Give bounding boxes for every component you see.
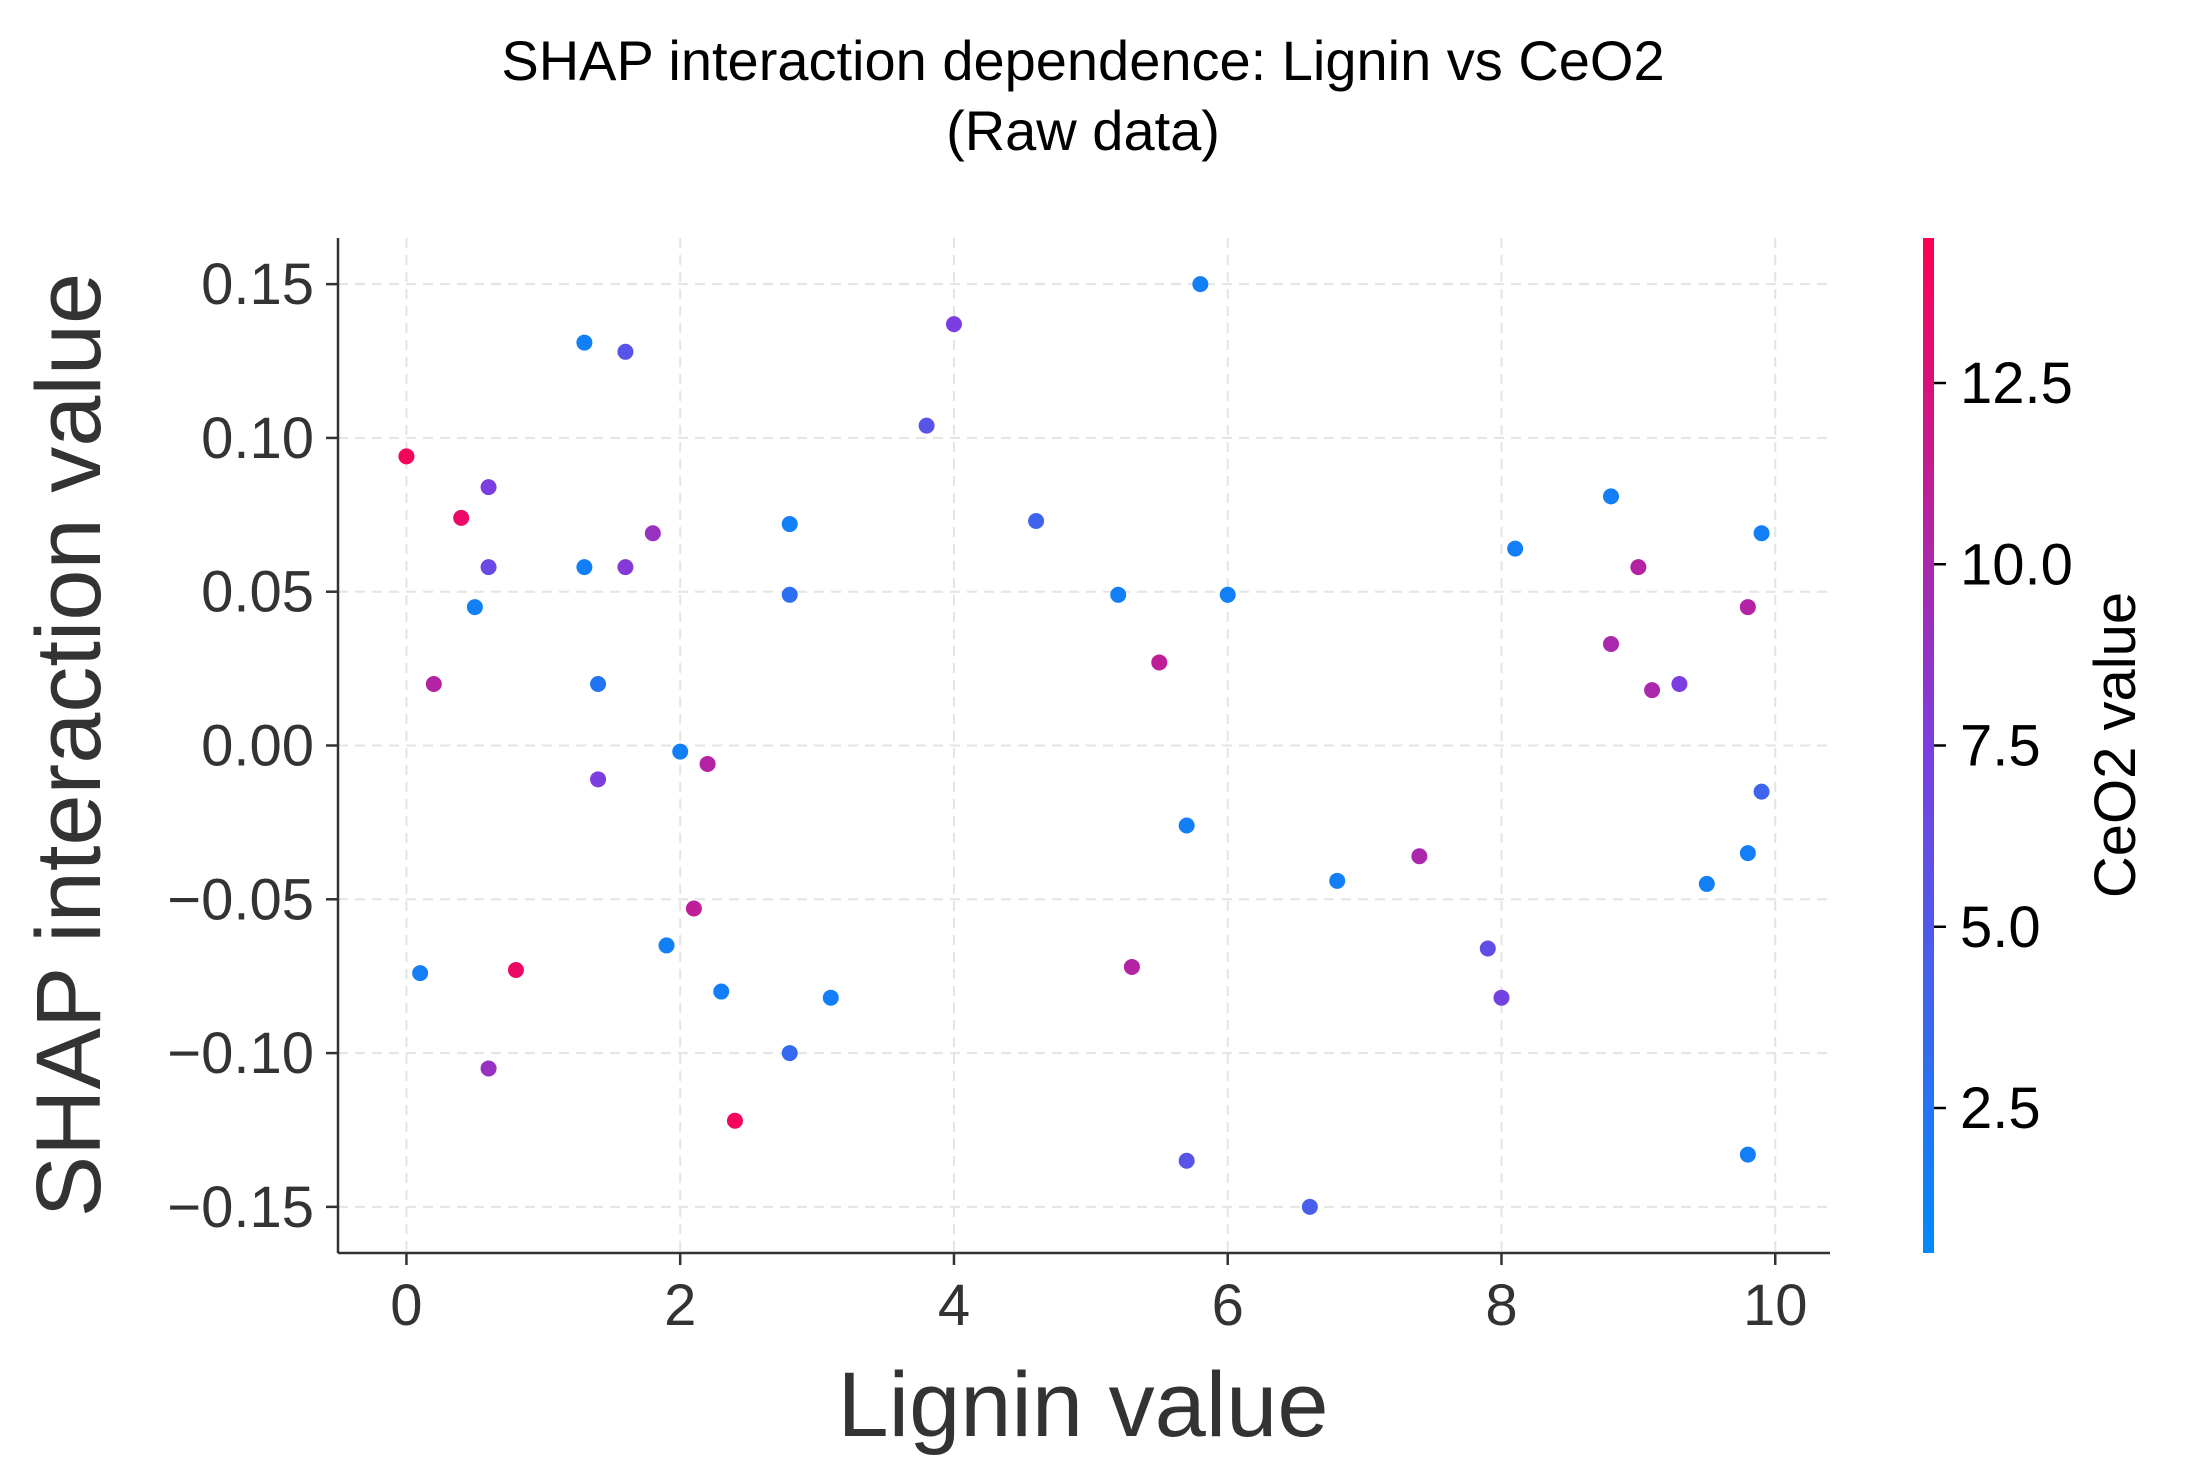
scatter-point	[1493, 989, 1510, 1006]
scatter-point	[480, 1060, 497, 1077]
scatter-point	[590, 771, 607, 788]
scatter-point	[713, 983, 730, 1000]
scatter-point	[781, 516, 798, 533]
x-tick-label: 6	[1212, 1273, 1244, 1338]
scatter-point	[699, 755, 716, 772]
colorbar-tick-label: 7.5	[1960, 714, 2041, 779]
scatter-point	[590, 675, 607, 692]
scatter-point	[617, 559, 634, 576]
scatter-point	[1739, 845, 1756, 862]
scatter-point	[425, 675, 442, 692]
scatter-point	[466, 599, 483, 616]
y-tick-label: 0.10	[201, 406, 314, 471]
scatter-point	[1192, 276, 1209, 293]
scatter-point	[1479, 940, 1496, 957]
colorbar-tick-label: 5.0	[1960, 895, 2041, 960]
scatter-point	[781, 1045, 798, 1062]
scatter-point	[781, 586, 798, 603]
scatter-point	[1151, 654, 1168, 671]
colorbar-label: CeO2 value	[2083, 592, 2148, 898]
scatter-point	[480, 559, 497, 576]
scatter-point	[1028, 512, 1045, 529]
scatter-point	[726, 1112, 743, 1129]
x-tick-label: 10	[1743, 1273, 1808, 1338]
scatter-point	[576, 559, 593, 576]
chart-subtitle: (Raw data)	[946, 99, 1220, 162]
scatter-point	[1329, 872, 1346, 889]
scatter-point	[1753, 525, 1770, 542]
scatter-point	[1753, 783, 1770, 800]
scatter-point	[644, 525, 661, 542]
scatter-point	[412, 965, 429, 982]
scatter-point	[1630, 559, 1647, 576]
scatter-point	[685, 900, 702, 917]
scatter-point	[1644, 682, 1661, 699]
scatter-point	[918, 417, 935, 434]
scatter-point	[672, 743, 689, 760]
scatter-point	[1671, 675, 1688, 692]
y-tick-label: 0.00	[201, 714, 314, 779]
scatter-point	[1739, 599, 1756, 616]
x-tick-label: 0	[390, 1273, 422, 1338]
scatter-point	[480, 479, 497, 496]
scatter-point	[1507, 540, 1524, 557]
scatter-point	[1219, 586, 1236, 603]
y-tick-label: −0.15	[167, 1175, 314, 1240]
x-axis-label: Lignin value	[837, 1354, 1328, 1456]
scatter-point	[576, 334, 593, 351]
scatter-point	[1301, 1198, 1318, 1215]
y-axis-label: SHAP interaction value	[18, 273, 120, 1217]
colorbar	[1923, 238, 1934, 1253]
colorbar-tick-label: 12.5	[1960, 351, 2073, 416]
scatter-point	[507, 962, 524, 979]
y-tick-label: 0.05	[201, 560, 314, 625]
scatter-point	[1698, 875, 1715, 892]
scatter-point	[398, 448, 415, 465]
scatter-points	[398, 276, 1770, 1215]
colorbar-ticks: 2.5 5.0 7.5 10.0 12.5	[1934, 351, 2073, 1141]
scatter-point	[453, 509, 470, 526]
scatter-point	[1602, 488, 1619, 505]
scatter-point	[1178, 817, 1195, 834]
colorbar-tick-label: 10.0	[1960, 532, 2073, 597]
x-ticks: 0 2 4 6 8 10	[390, 1253, 1808, 1338]
y-tick-label: 0.15	[201, 252, 314, 317]
scatter-point	[1110, 586, 1127, 603]
colorbar-tick-label: 2.5	[1960, 1076, 2041, 1141]
grid-lines	[338, 238, 1830, 1253]
scatter-point	[617, 343, 634, 360]
scatter-point	[1123, 958, 1140, 975]
y-tick-label: −0.10	[167, 1021, 314, 1086]
scatter-point	[1739, 1146, 1756, 1163]
y-ticks: 0.15 0.10 0.05 0.00 −0.05 −0.10 −0.15	[167, 252, 338, 1240]
chart-title: SHAP interaction dependence: Lignin vs C…	[501, 29, 1664, 92]
scatter-point	[1411, 848, 1428, 865]
scatter-point	[945, 316, 962, 333]
scatter-point	[822, 989, 839, 1006]
y-tick-label: −0.05	[167, 867, 314, 932]
scatter-point	[1178, 1152, 1195, 1169]
scatter-point	[658, 937, 675, 954]
x-tick-label: 8	[1485, 1273, 1517, 1338]
x-tick-label: 2	[664, 1273, 696, 1338]
scatter-point	[1602, 636, 1619, 652]
x-tick-label: 4	[938, 1273, 970, 1338]
